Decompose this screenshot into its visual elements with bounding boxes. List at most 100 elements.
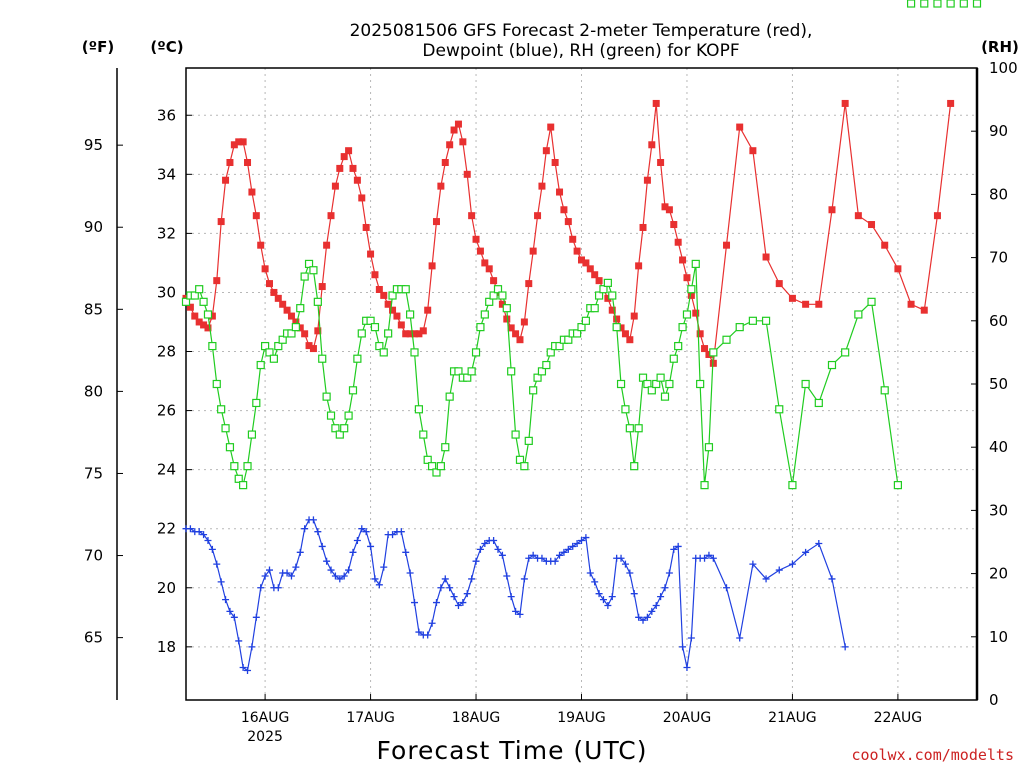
data-point [679,256,687,264]
data-point [213,277,221,285]
data-point [371,575,379,583]
data-point [454,601,462,609]
data-point [191,312,199,320]
data-point [551,557,559,565]
data-point [348,386,358,395]
data-point [327,566,335,574]
data-point [370,323,380,332]
data-point [476,323,485,332]
data-point [959,0,968,8]
data-point [507,367,516,376]
data-point [301,525,309,533]
celsius-tick-label: 22 [157,520,176,538]
data-point [292,563,300,571]
data-point [709,554,717,562]
fahrenheit-tick-label: 65 [84,629,103,647]
data-point [424,631,432,639]
data-point [854,212,862,220]
data-point [481,259,489,267]
data-point [687,285,696,294]
data-point [265,348,274,357]
data-point [230,613,238,621]
data-point [468,575,476,583]
data-point [660,392,670,401]
data-point [235,138,243,146]
data-point [683,664,691,672]
data-point [239,481,248,490]
data-point [406,569,414,577]
data-point [248,188,256,196]
data-point [432,218,440,226]
x-tick-label: 20AUG [663,710,712,726]
data-point [555,341,564,351]
data-point [920,0,929,8]
data-point [463,590,471,598]
data-point [309,516,317,524]
data-point [274,294,282,302]
data-point [670,221,678,229]
data-point [200,321,208,329]
rh-tick-label: 30 [989,501,1008,519]
data-point [516,610,524,618]
data-point [485,297,494,306]
data-point [203,310,213,319]
data-point [454,120,462,128]
celsius-axis-label: (ºC) [150,38,183,56]
data-point [208,341,217,351]
celsius-tick-label: 36 [157,106,176,124]
data-point [529,247,537,255]
data-point [643,613,651,621]
data-point [472,557,480,565]
x-tick-label: 18AUG [452,710,501,726]
data-point [657,159,665,167]
data-point [463,373,472,382]
data-point [880,386,889,395]
data-series [182,0,982,674]
data-point [802,300,810,308]
data-point [682,310,692,319]
data-point [362,223,370,231]
fahrenheit-tick-label: 75 [84,464,103,482]
celsius-tick-label: 20 [157,579,176,597]
data-point [243,462,252,471]
data-point [432,468,441,477]
data-point [670,545,678,553]
data-point [252,398,261,408]
data-point [318,354,327,363]
data-point [389,531,397,539]
data-point [305,342,313,350]
data-point [402,330,410,338]
data-point [217,218,225,226]
data-point [331,182,339,190]
data-point [195,285,204,294]
data-point [318,542,326,550]
data-point [318,283,326,291]
data-point [208,545,216,553]
data-point [344,411,353,420]
fahrenheit-tick-label: 90 [84,218,103,236]
data-point [239,664,247,672]
data-point [564,545,572,553]
data-point [616,379,626,389]
data-point [199,297,208,306]
rh-tick-label: 70 [989,249,1008,267]
data-point [375,341,384,351]
data-point [331,424,340,433]
data-point [656,373,665,382]
data-point [437,584,445,592]
rh-tick-label: 20 [989,565,1008,583]
data-point [665,379,674,389]
data-point [599,285,608,294]
series-0 [182,0,981,367]
data-point [749,560,757,568]
data-point [345,566,353,574]
x-axis-title: Forecast Time (UTC) [377,736,648,765]
data-point [564,218,572,226]
data-point [705,551,713,559]
data-point [446,141,454,149]
data-point [581,316,590,325]
data-point [432,599,440,607]
data-point [626,569,634,577]
data-point [537,367,547,376]
fahrenheit-tick-label: 70 [84,547,103,565]
